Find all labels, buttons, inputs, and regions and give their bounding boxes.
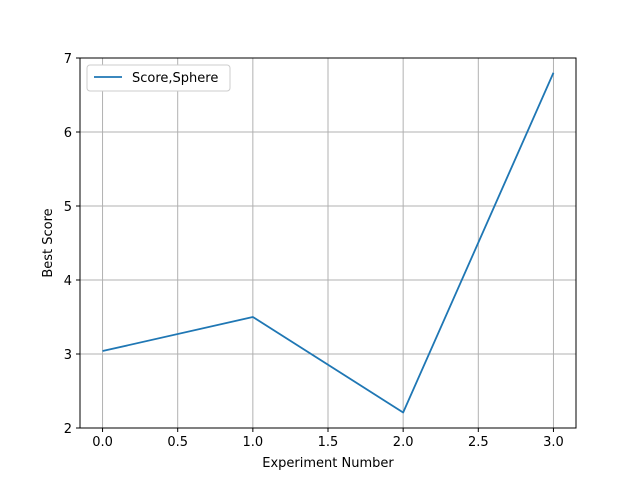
x-tick-label: 2.0	[393, 435, 414, 450]
x-tick-label: 2.5	[468, 435, 489, 450]
x-tick-label: 1.0	[243, 435, 264, 450]
series-layer	[102, 72, 555, 414]
x-axis-label: Experiment Number	[262, 456, 394, 471]
y-tick-label: 2	[64, 422, 72, 437]
legend: Score,Sphere	[86, 64, 231, 92]
x-tick-label: 0.5	[167, 435, 188, 450]
y-tick-label: 3	[64, 348, 72, 363]
x-axis: 0.0 0.5 1.0 1.5 2.0 2.5 3.0	[92, 428, 564, 450]
y-axis: 2 3 4 5 6 7	[64, 52, 80, 437]
x-tick-label: 1.5	[318, 435, 339, 450]
x-tick-label: 3.0	[543, 435, 564, 450]
series-line	[102, 72, 555, 414]
y-tick-label: 7	[64, 52, 72, 67]
legend-label: Score,Sphere	[132, 71, 218, 86]
y-tick-label: 5	[64, 200, 72, 215]
y-tick-label: 4	[64, 274, 72, 289]
y-axis-label: Best Score	[41, 208, 56, 277]
y-tick-label: 6	[64, 126, 72, 141]
x-tick-label: 0.0	[92, 435, 113, 450]
legend-box	[86, 64, 231, 92]
